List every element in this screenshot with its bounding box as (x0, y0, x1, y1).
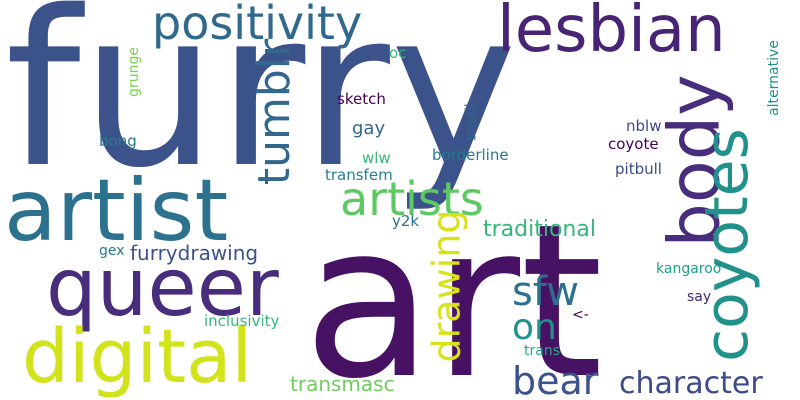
word-tumblr: tumblr (249, 38, 301, 186)
word-bong: bong (99, 132, 137, 150)
word-character: character (619, 366, 763, 400)
word-say: say (687, 289, 712, 305)
word-alternative: alternative (765, 40, 782, 116)
word-coyotes: coyotes (691, 128, 762, 362)
word-inclusivity: inclusivity (204, 312, 280, 330)
word-drawing: drawing (424, 209, 469, 363)
word-pitbull: pitbull (615, 160, 662, 178)
word-borderline: borderline (432, 146, 509, 164)
word-art: art (303, 178, 604, 400)
word-bear: bear (512, 359, 599, 400)
word-kangaroo: kangaroo (656, 261, 722, 277)
word-furrydrawing: furrydrawing (130, 241, 259, 265)
word-gay: gay (352, 118, 386, 139)
word-queer: queer (46, 241, 279, 334)
word-positivity: positivity (152, 0, 363, 50)
word-digital: digital (22, 314, 252, 400)
word-sfw: sfw (512, 269, 579, 315)
word-gex: gex (99, 243, 125, 259)
word-artists: artists (340, 172, 484, 226)
word-trans: trans (524, 343, 560, 359)
word-coyote: coyote (608, 135, 659, 153)
word-sketch: sketch (337, 90, 386, 108)
word-nblw: nblw (626, 117, 662, 135)
word-oc: oc (389, 44, 407, 62)
word-furry: furry (5, 0, 518, 215)
word-transmasc: transmasc (290, 372, 395, 396)
word-on: on (512, 307, 557, 348)
word-wlw: wlw (362, 149, 391, 167)
word-small: small (463, 103, 480, 141)
word-artist: artist (4, 161, 229, 261)
word-transfem: transfem (325, 166, 393, 184)
word-lesbian: lesbian (497, 0, 726, 67)
word-traditional: traditional (483, 217, 596, 242)
word-grunge: grunge (125, 47, 142, 97)
word-arrow: <- (572, 307, 589, 323)
word-y2k: y2k (392, 212, 420, 230)
